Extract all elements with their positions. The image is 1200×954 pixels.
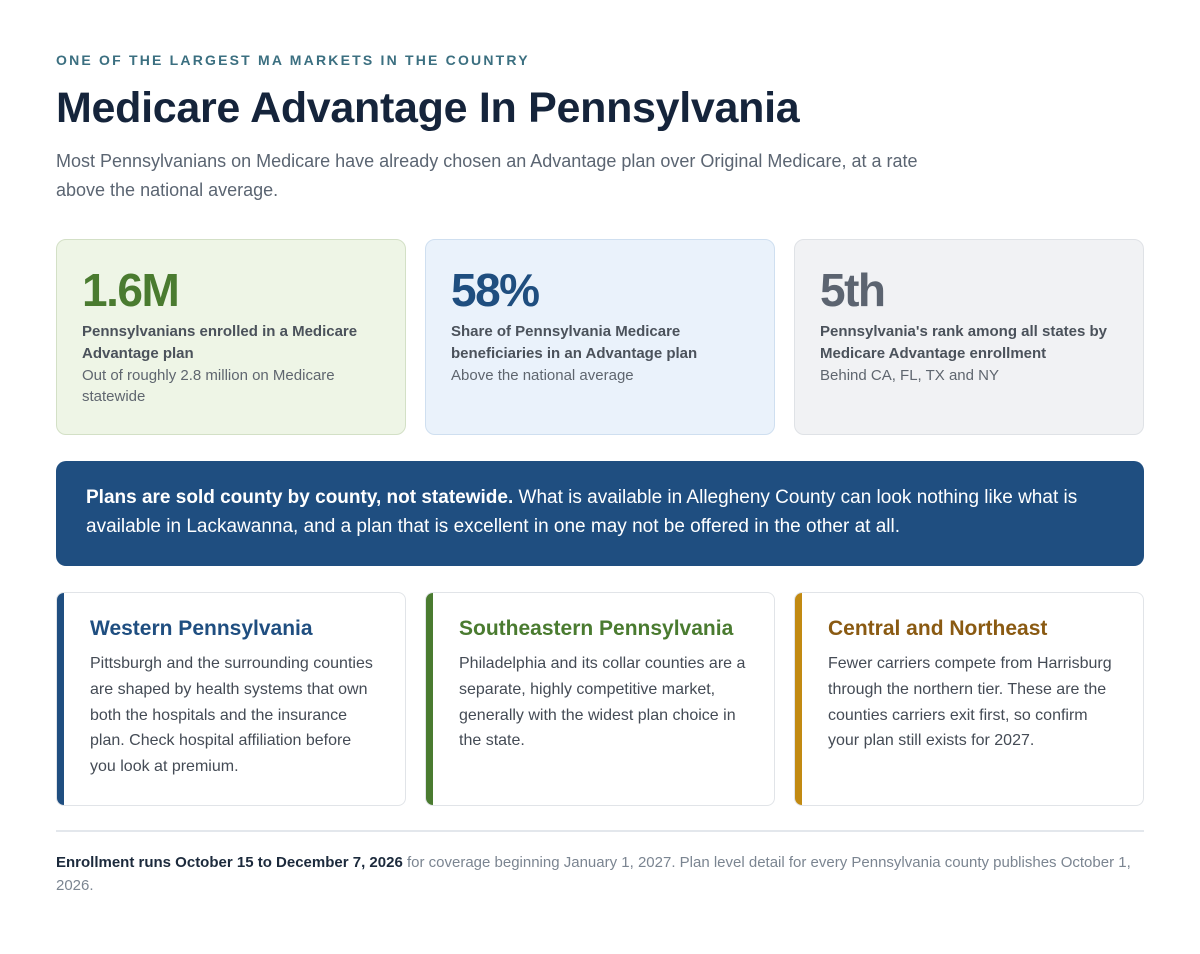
stat-value: 5th <box>820 264 886 316</box>
county-banner: Plans are sold county by county, not sta… <box>56 461 1144 566</box>
stat-card-enrollment: 1.6M Pennsylvanians enrolled in a Medica… <box>56 239 406 435</box>
region-title: Southeastern Pennsylvania <box>459 617 734 640</box>
stat-value: 58% <box>451 264 540 316</box>
stat-label: Pennsylvania's rank among all states by … <box>820 323 1108 362</box>
banner-text: What is available in Allegheny County ca… <box>86 487 1078 537</box>
region-card-western: Western Pennsylvania Pittsburgh and the … <box>56 592 406 806</box>
footer-text: for coverage beginning January 1, 2027. … <box>56 854 1131 894</box>
lede-text: Most Pennsylvanians on Medicare have alr… <box>56 151 918 200</box>
stats-row: 1.6M Pennsylvanians enrolled in a Medica… <box>56 239 1144 435</box>
stat-card-share: 58% Share of Pennsylvania Medicare benef… <box>425 239 775 435</box>
region-accent-bar <box>795 593 802 805</box>
footer-lead: Enrollment runs October 15 to December 7… <box>56 854 403 871</box>
region-card-southeastern: Southeastern Pennsylvania Philadelphia a… <box>425 592 775 806</box>
region-card-central: Central and Northeast Fewer carriers com… <box>794 592 1144 806</box>
divider <box>56 830 1144 832</box>
stat-card-rank: 5th Pennsylvania's rank among all states… <box>794 239 1144 435</box>
stat-label: Pennsylvanians enrolled in a Medicare Ad… <box>82 323 358 362</box>
stat-note: Out of roughly 2.8 million on Medicare s… <box>82 367 335 405</box>
stat-value: 1.6M <box>82 264 180 316</box>
footer-note: Enrollment runs October 15 to December 7… <box>56 851 1144 897</box>
regions-row: Western Pennsylvania Pittsburgh and the … <box>56 592 1144 806</box>
page-title: Medicare Advantage In Pennsylvania <box>56 84 800 132</box>
region-title: Central and Northeast <box>828 617 1048 640</box>
eyebrow: ONE OF THE LARGEST MA MARKETS IN THE COU… <box>56 52 530 68</box>
banner-lead: Plans are sold county by county, not sta… <box>86 487 514 508</box>
stat-label: Share of Pennsylvania Medicare beneficia… <box>451 323 698 362</box>
stat-note: Behind CA, FL, TX and NY <box>820 367 999 384</box>
region-accent-bar <box>426 593 433 805</box>
region-body: Fewer carriers compete from Harrisburg t… <box>828 655 1112 750</box>
stat-note: Above the national average <box>451 367 634 384</box>
region-body: Pittsburgh and the surrounding counties … <box>90 655 373 776</box>
region-title: Western Pennsylvania <box>90 617 313 640</box>
region-body: Philadelphia and its collar counties are… <box>459 655 746 750</box>
region-accent-bar <box>57 593 64 805</box>
